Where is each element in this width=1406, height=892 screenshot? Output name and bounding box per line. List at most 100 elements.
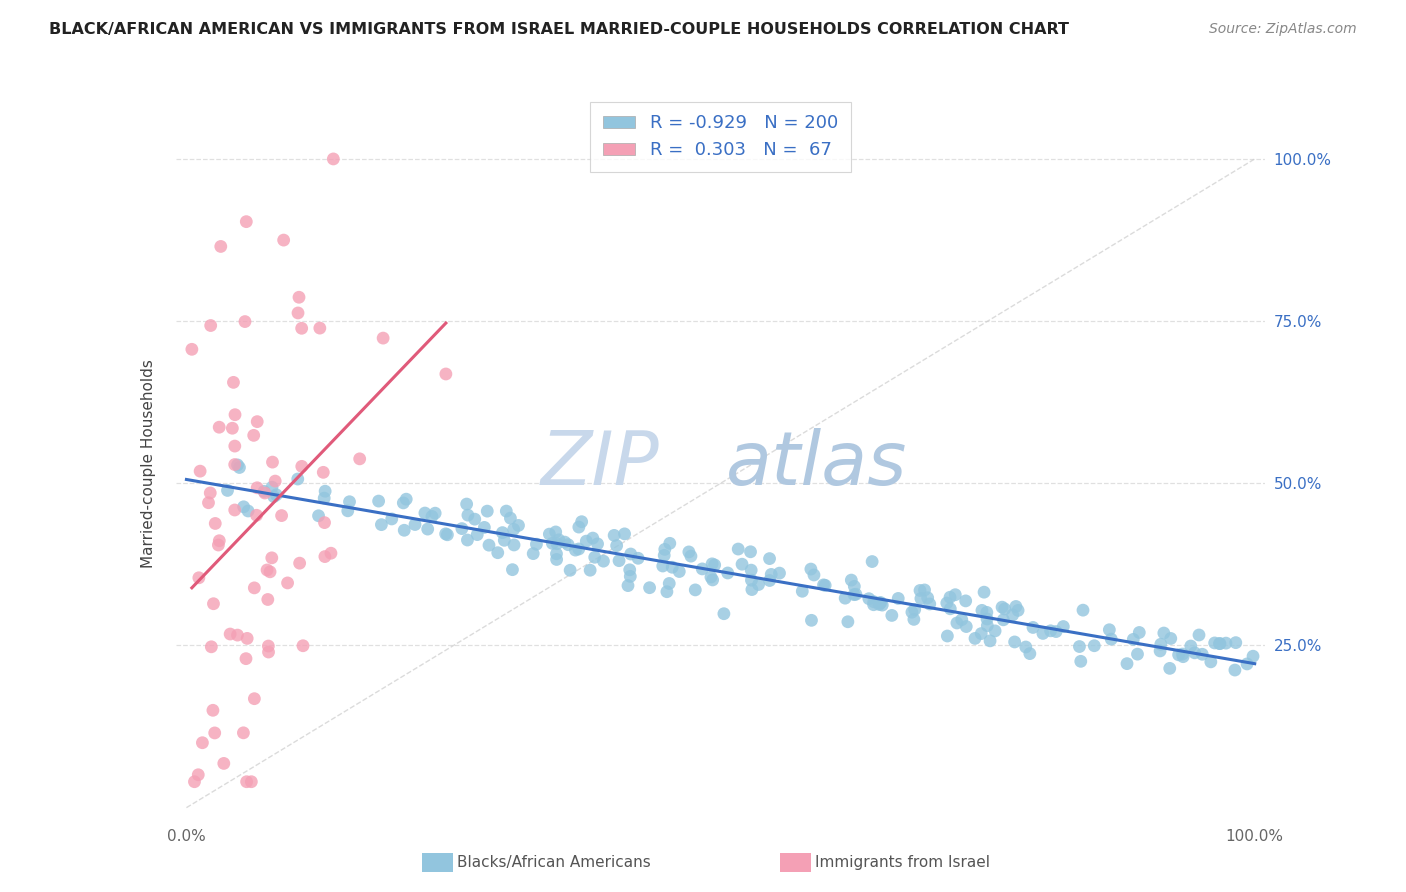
- Point: [499, 511, 522, 525]
- Point: [1007, 603, 1029, 617]
- Point: [538, 527, 561, 541]
- Point: [582, 531, 605, 545]
- Point: [713, 607, 735, 621]
- Point: [868, 598, 890, 612]
- Point: [200, 486, 222, 500]
- Point: [413, 506, 436, 520]
- Point: [548, 533, 571, 547]
- Point: [420, 509, 443, 524]
- Point: [200, 640, 222, 654]
- Point: [800, 613, 823, 627]
- Point: [263, 490, 285, 504]
- Point: [494, 533, 516, 548]
- Point: [700, 570, 723, 584]
- Point: [1159, 661, 1181, 675]
- Point: [702, 573, 724, 587]
- Point: [395, 492, 418, 507]
- Point: [984, 624, 1007, 638]
- Point: [235, 214, 257, 228]
- Point: [434, 526, 457, 541]
- Point: [908, 583, 931, 598]
- Point: [638, 581, 661, 595]
- Point: [976, 618, 998, 632]
- Point: [727, 542, 749, 557]
- Point: [1022, 620, 1045, 634]
- Point: [1167, 648, 1189, 662]
- Point: [256, 563, 278, 577]
- Point: [312, 466, 335, 480]
- Text: Source: ZipAtlas.com: Source: ZipAtlas.com: [1209, 22, 1357, 37]
- Point: [654, 542, 676, 557]
- Point: [1149, 644, 1171, 658]
- Point: [651, 559, 673, 574]
- Point: [246, 415, 269, 429]
- Point: [367, 494, 389, 508]
- Point: [491, 525, 513, 540]
- Point: [842, 588, 865, 602]
- Point: [1071, 603, 1094, 617]
- Point: [434, 367, 457, 381]
- Point: [946, 615, 969, 630]
- Point: [436, 528, 458, 542]
- Point: [336, 504, 359, 518]
- Point: [456, 533, 478, 547]
- Point: [554, 535, 576, 549]
- Point: [703, 558, 725, 572]
- Point: [1122, 632, 1144, 647]
- Point: [228, 460, 250, 475]
- Point: [478, 538, 501, 552]
- Point: [918, 597, 941, 611]
- Point: [814, 578, 837, 592]
- Point: [224, 439, 246, 453]
- Point: [222, 376, 245, 390]
- Text: Blacks/African Americans: Blacks/African Americans: [457, 855, 651, 870]
- Point: [936, 629, 959, 643]
- Point: [845, 587, 868, 601]
- Point: [546, 552, 568, 566]
- Point: [235, 651, 257, 665]
- Point: [253, 484, 276, 499]
- Point: [264, 474, 287, 488]
- Point: [603, 528, 626, 542]
- Point: [191, 736, 214, 750]
- Point: [970, 626, 993, 640]
- Point: [887, 591, 910, 606]
- Point: [1069, 640, 1091, 654]
- Point: [291, 321, 314, 335]
- Point: [526, 537, 548, 551]
- Point: [652, 549, 675, 563]
- Point: [1039, 624, 1062, 638]
- Point: [803, 568, 825, 582]
- Point: [180, 343, 202, 357]
- Point: [546, 536, 568, 550]
- Point: [740, 563, 762, 577]
- Point: [1098, 623, 1121, 637]
- Point: [187, 571, 209, 585]
- Point: [404, 517, 426, 532]
- Point: [741, 582, 763, 597]
- Point: [287, 306, 309, 320]
- Point: [903, 612, 925, 626]
- Point: [322, 152, 344, 166]
- Point: [1128, 625, 1150, 640]
- Point: [914, 582, 936, 597]
- Point: [1045, 624, 1067, 639]
- Point: [217, 483, 239, 498]
- Point: [260, 480, 283, 494]
- Point: [235, 774, 257, 789]
- Point: [221, 421, 243, 435]
- Point: [939, 591, 962, 605]
- Point: [613, 527, 636, 541]
- Point: [679, 549, 702, 563]
- Point: [451, 522, 474, 536]
- Point: [748, 577, 770, 591]
- Point: [292, 639, 315, 653]
- Point: [314, 516, 336, 530]
- Point: [183, 774, 205, 789]
- Point: [204, 516, 226, 531]
- Point: [1171, 647, 1194, 661]
- Point: [583, 550, 606, 565]
- Point: [240, 774, 263, 789]
- Point: [464, 512, 486, 526]
- Point: [200, 318, 222, 333]
